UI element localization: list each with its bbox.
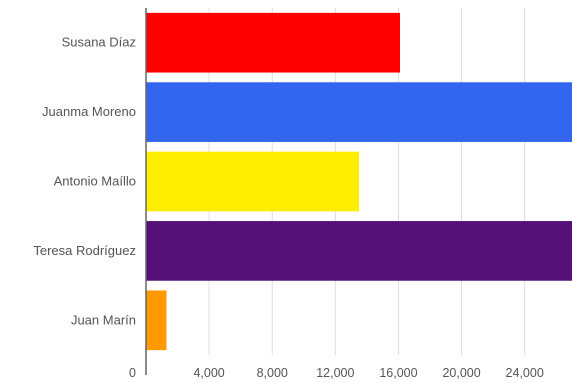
category-label: Teresa Rodríguez (33, 243, 136, 258)
x-tick-label: 12,000 (316, 366, 354, 380)
category-label: Juanma Moreno (42, 104, 136, 119)
bar (146, 221, 572, 281)
x-tick-label: 0 (129, 366, 136, 380)
x-tick-label: 4,000 (193, 366, 224, 380)
bar (146, 82, 572, 142)
category-label: Juan Marín (71, 312, 136, 327)
bars (146, 12, 572, 351)
bar (146, 290, 167, 351)
category-labels: Susana Díaz Juanma Moreno Antonio Maíllo Te… (33, 35, 136, 328)
x-tick-label: 24,000 (506, 366, 544, 380)
category-label: Antonio Maíllo (54, 174, 136, 189)
x-tick-label: 8,000 (257, 366, 288, 380)
x-tick-label: 16,000 (379, 366, 417, 380)
bar (146, 151, 359, 212)
category-label: Susana Díaz (62, 35, 136, 50)
x-tick-labels: 0 4,000 8,000 12,000 16,000 20,000 24,000 (129, 366, 544, 380)
x-tick-label: 20,000 (442, 366, 480, 380)
bar (146, 12, 401, 73)
